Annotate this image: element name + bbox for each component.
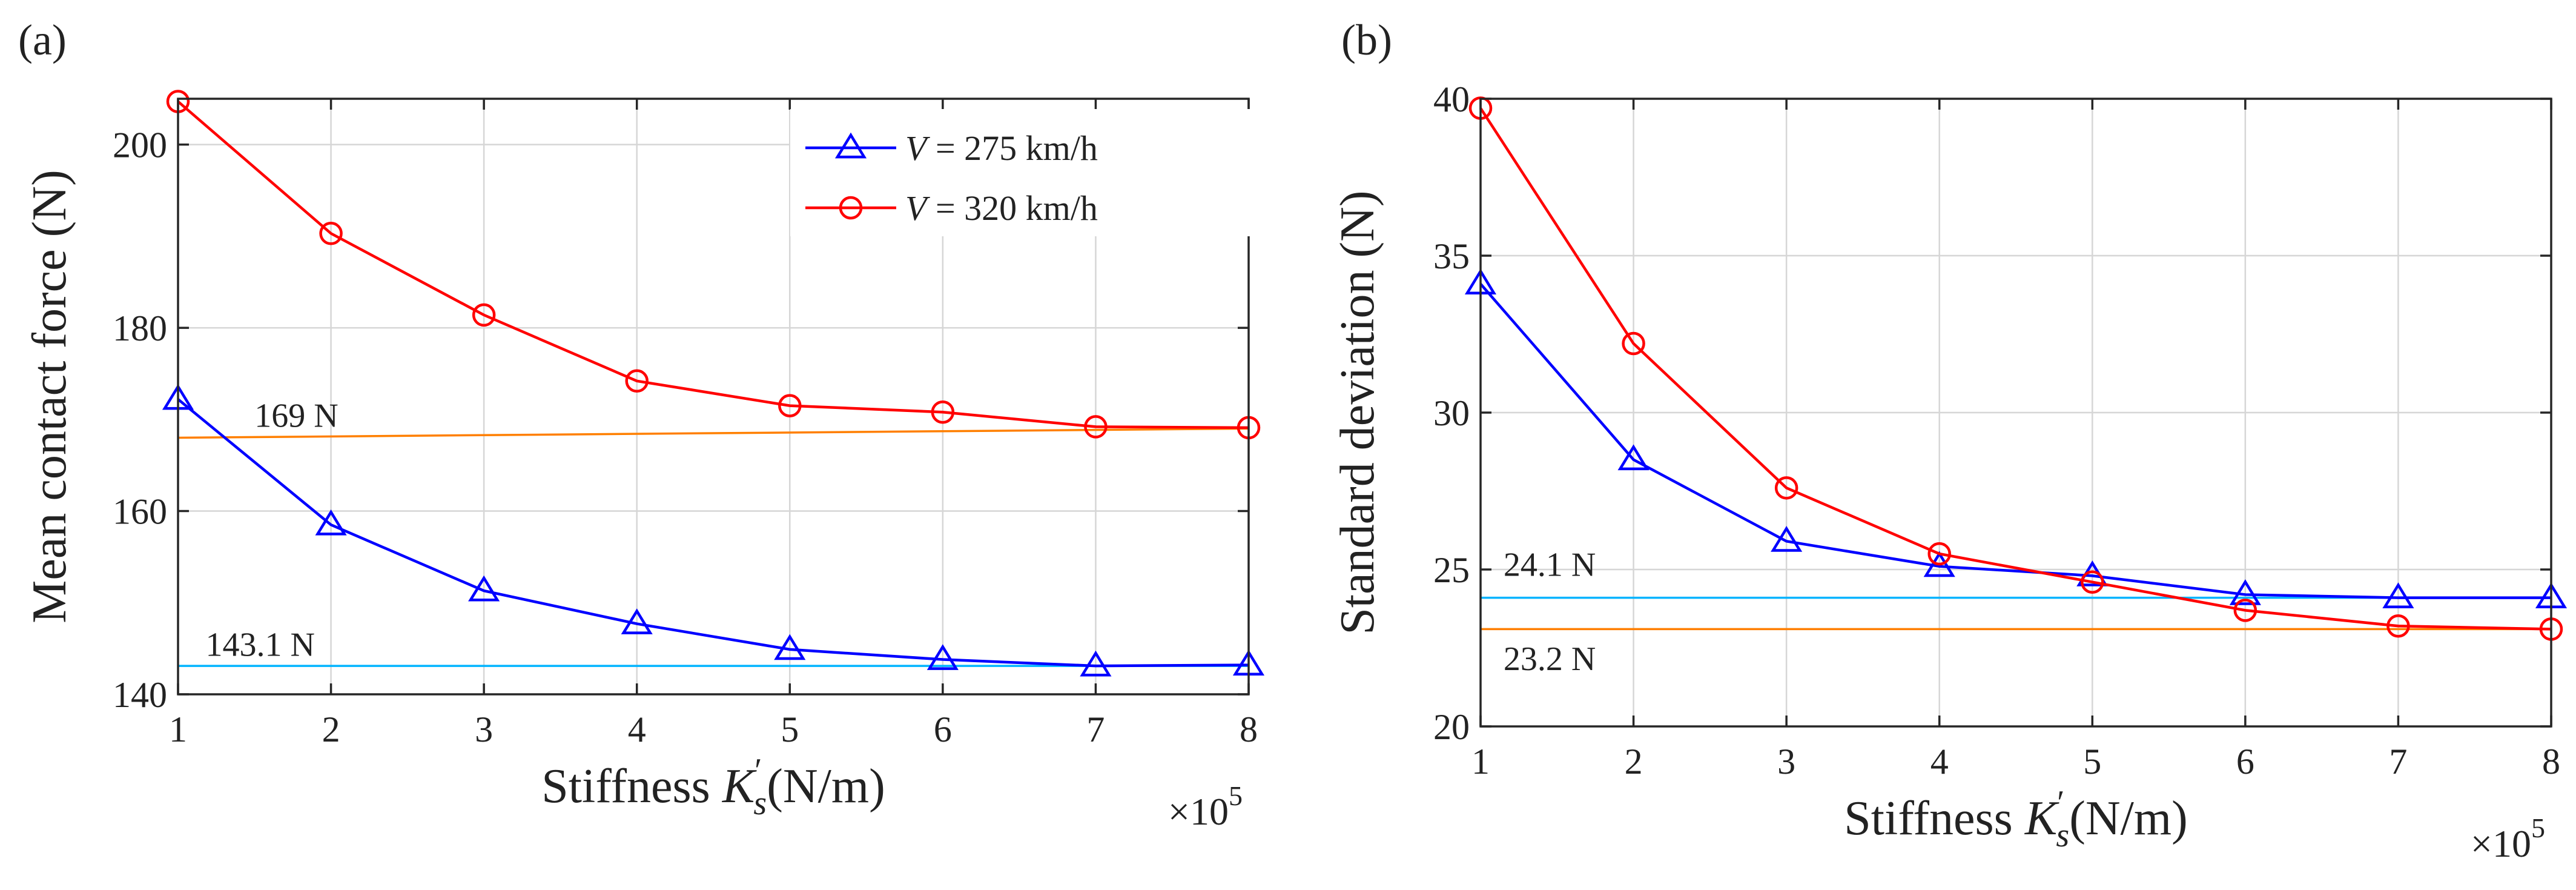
- panel-a-series-1-point: [931, 400, 955, 424]
- panel-a-series-0-point: [315, 509, 347, 536]
- panel-b-x-axis-label: Stiffness K′ s(N/m): [1844, 784, 2187, 854]
- panel-b-x-tick-label: 2: [1625, 742, 1643, 782]
- panel-b-x-tick-label: 7: [2389, 742, 2407, 782]
- panel-b-series-0-point: [1617, 444, 1650, 471]
- panel-a-x-axis-label: Stiffness K′ s(N/m): [541, 752, 885, 822]
- panel-a-x-tick-label: 5: [781, 709, 799, 749]
- panel-a-series-0-point: [774, 634, 806, 660]
- panel-b-x-tick-label: 6: [2236, 742, 2254, 782]
- panel-a-legend-entry-1: V = 320 km/h: [905, 188, 1098, 228]
- panel-a-axes-frame: [177, 98, 1250, 696]
- panel-a-series-1-point: [472, 303, 496, 327]
- panel-a-y-axis-label: Mean contact force (N): [23, 170, 76, 623]
- panel-a-x-tick-label: 4: [628, 709, 646, 749]
- panel-a-x-multiplier: ×105: [1168, 780, 1243, 833]
- panel-a-series-0-point: [621, 608, 653, 634]
- panel-b-y-tick-label: 25: [1433, 550, 1470, 590]
- panel-a-y-tick-label: 160: [113, 492, 167, 532]
- panel-b-series-1-point: [1927, 542, 1951, 566]
- panel-a-series-0-point: [926, 644, 959, 670]
- panel-a-series-0-point: [468, 575, 500, 602]
- panel-b-series-0-point: [1771, 526, 1803, 552]
- panel-a-x-tick-label: 2: [322, 709, 340, 749]
- panel-b-chart: 1 2 3 4 5 6 7 8 20 25 30 35 40 24.1 N 23.2 N Standard d…: [1331, 16, 2568, 865]
- panel-a-x-tick-label: 1: [169, 709, 187, 749]
- panel-b-x-tick-label: 1: [1471, 742, 1490, 782]
- panel-b-series-line-0: [1479, 283, 2551, 599]
- panel-a-legend-marker-0: [834, 132, 867, 159]
- panel-a-y-tick-label: 180: [113, 308, 167, 348]
- panel-a-legend: V = 275 km/h V = 320 km/h: [790, 109, 1250, 236]
- panel-a-x-tick-label: 6: [934, 709, 952, 749]
- panel-a-chart: 1 2 3 4 5 6 7 8 140 160 180 200 169 N 143.1 N Mean con…: [18, 16, 1265, 833]
- panel-b-reference-label-0: 24.1 N: [1504, 546, 1596, 583]
- panel-a-legend-box: [790, 109, 1250, 236]
- panel-a-x-tick-label: 3: [475, 709, 493, 749]
- panel-a-y-tick-label: 140: [113, 675, 167, 715]
- panel-b-y-tick-label: 40: [1433, 79, 1470, 119]
- panel-a-legend-marker-1: [839, 196, 863, 220]
- panel-a-reference-label-1: 143.1 N: [205, 626, 314, 663]
- panel-a-x-tick-label: 7: [1086, 709, 1105, 749]
- panel-b-reference-label-1: 23.2 N: [1504, 640, 1596, 678]
- panel-b-series-1-point: [1622, 331, 1645, 356]
- panel-a-series-1-point: [625, 369, 649, 393]
- panel-b-x-multiplier: ×105: [2471, 812, 2545, 865]
- panel-b-series-line-1: [1479, 107, 2552, 631]
- panel-a-reference-label-0: 169 N: [254, 397, 338, 434]
- panel-b-panel-label: (b): [1341, 16, 1392, 64]
- panel-a-panel-label: (a): [18, 16, 67, 64]
- panel-b-x-tick-label: 3: [1777, 742, 1795, 782]
- panel-b-axes-frame: [1479, 98, 2552, 728]
- panel-b-series-1-point: [2081, 570, 2104, 594]
- panel-a-series-1-point: [1084, 415, 1108, 439]
- panel-b-y-tick-label: 20: [1433, 707, 1470, 747]
- panel-a-series-1-point: [319, 222, 343, 245]
- panel-b-series-0-point: [2229, 579, 2261, 605]
- panel-a-series-1-point: [778, 394, 802, 417]
- panel-b-series-0-point: [2382, 582, 2414, 608]
- panel-a-series-line-0: [177, 398, 1249, 668]
- panel-b-x-tick-label: 4: [1930, 742, 1949, 782]
- panel-b-y-tick-label: 35: [1433, 236, 1470, 276]
- panel-a-reference-line-0: [177, 427, 1249, 439]
- panel-b-y-tick-label: 30: [1433, 393, 1470, 433]
- panel-b-x-tick-label: 5: [2083, 742, 2101, 782]
- panel-b-series-1-point: [1774, 476, 1798, 500]
- panel-a-series-0-point: [1080, 650, 1112, 677]
- panel-b-y-axis-label: Standard deviation (N): [1331, 190, 1384, 634]
- panel-a-legend-entry-0: V = 275 km/h: [905, 128, 1098, 168]
- panel-b-series-1-point: [2233, 599, 2257, 622]
- panel-a-y-tick-label: 200: [113, 125, 167, 165]
- panel-b-x-tick-label: 8: [2542, 742, 2560, 782]
- panel-a-series-line-1: [177, 100, 1249, 430]
- panel-b-series-0-point: [1923, 551, 1955, 577]
- panel-b-series-1-point: [2386, 614, 2410, 638]
- panel-a-x-tick-label: 8: [1240, 709, 1258, 749]
